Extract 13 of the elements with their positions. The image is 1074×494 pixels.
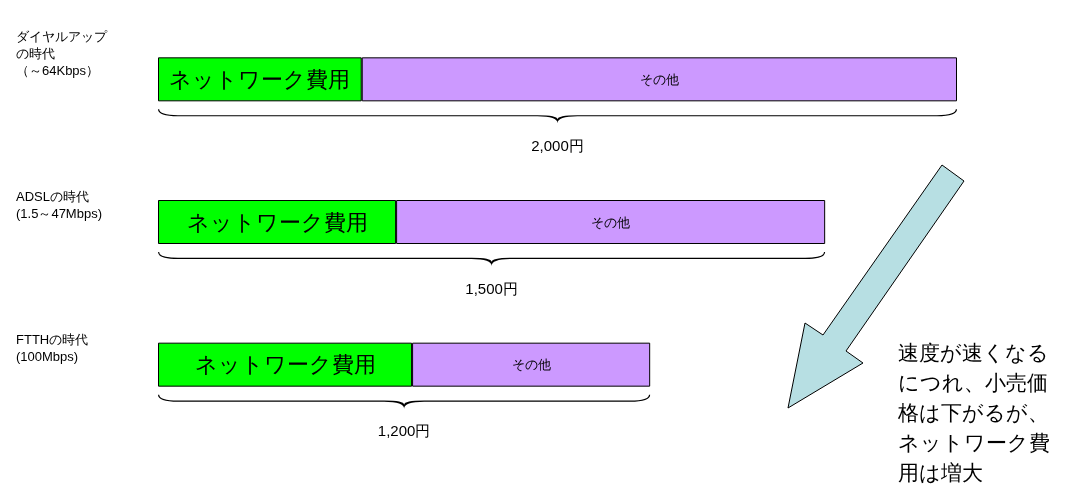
text: その他 (511, 357, 551, 373)
y-tick-label: ダイヤルアップの時代（～64Kbps） (16, 29, 108, 79)
series-label: その他 (639, 71, 679, 87)
annotation: 1,200円 (377, 422, 431, 440)
text: ネットワーク費用 (186, 209, 368, 235)
y-tick-label: FTTHの時代(100Mbps) (16, 331, 89, 364)
series-label: ネットワーク費用 (169, 66, 351, 92)
y-tick-label: ADSLの時代(1.5～47Mbps) (16, 189, 102, 221)
text: ネットワーク費用 (194, 352, 376, 378)
annotation: 1,500円 (465, 279, 518, 297)
text: その他 (591, 214, 631, 230)
annotation: 速度が速くなるにつれ、小売価格は下がるが、ネットワーク費用は増大 (897, 341, 1050, 485)
annotation: 2,000円 (531, 136, 584, 154)
